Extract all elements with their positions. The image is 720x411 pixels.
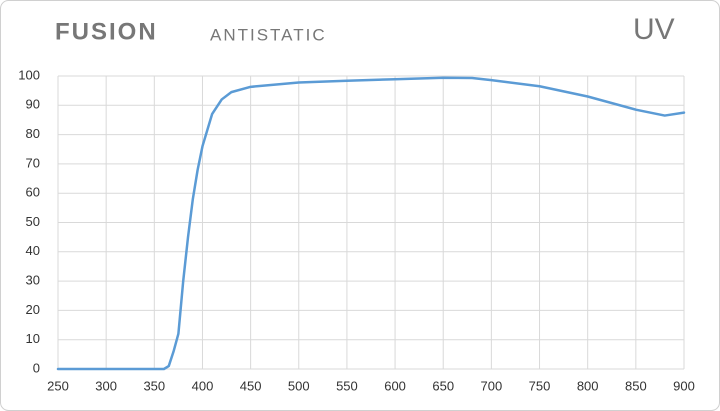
y-tick-label: 50 <box>26 214 40 229</box>
x-tick-label: 500 <box>288 378 310 393</box>
data-line <box>56 76 686 371</box>
x-tick-label: 900 <box>673 378 695 393</box>
x-tick-label: 800 <box>577 378 599 393</box>
brand-subtitle: ANTISTATIC <box>210 25 327 44</box>
x-tick-label: 350 <box>143 378 165 393</box>
x-tick-label: 700 <box>481 378 503 393</box>
y-tick-label: 90 <box>26 97 40 112</box>
x-tick-label: 650 <box>432 378 454 393</box>
y-tick-label: 80 <box>26 126 40 141</box>
y-tick-label: 60 <box>26 185 40 200</box>
y-tick-label: 40 <box>26 243 40 258</box>
x-tick-label: 450 <box>240 378 262 393</box>
x-tick-label: 400 <box>192 378 214 393</box>
y-tick-label: 0 <box>33 360 40 375</box>
filter-label: UV <box>633 13 675 46</box>
x-tick-label: 250 <box>47 378 69 393</box>
x-tick-label: 750 <box>529 378 551 393</box>
x-tick-label: 550 <box>336 378 358 393</box>
x-tick-label: 300 <box>95 378 117 393</box>
x-tick-label: 850 <box>625 378 647 393</box>
y-tick-label: 70 <box>26 155 40 170</box>
x-tick-label: 600 <box>384 378 406 393</box>
y-tick-label: 20 <box>26 302 40 317</box>
y-tick-label: 10 <box>26 331 40 346</box>
brand-title: FUSION <box>55 18 158 45</box>
y-tick-label: 30 <box>26 273 40 288</box>
y-tick-label: 100 <box>18 67 40 82</box>
